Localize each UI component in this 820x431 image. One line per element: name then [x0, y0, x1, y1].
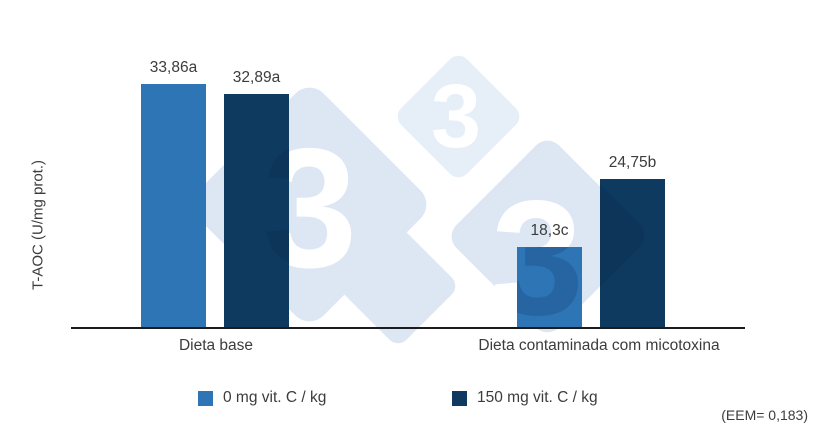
legend-swatch-0mg — [198, 390, 213, 406]
bar-dieta-micotoxina-0mg: 18,3c 3 — [517, 222, 582, 327]
bar-fill — [141, 84, 206, 327]
legend-item-0mg: 0 mg vit. C / kg — [198, 389, 326, 407]
watermark-ghost-digit: 3 — [263, 121, 289, 291]
bar-dieta-base-150mg: 32,89a 3 — [224, 69, 289, 327]
watermark-digit: 3 — [430, 67, 482, 168]
bar-fill: 3 — [224, 94, 289, 327]
watermark-ghost-diamond — [600, 179, 652, 327]
watermark-diamond-icon — [184, 79, 435, 330]
legend-label-150mg: 150 mg vit. C / kg — [477, 389, 598, 406]
bar-value-label: 24,75b — [608, 154, 657, 171]
category-label-dieta-micotoxina: Dieta contaminada com micotoxina — [478, 337, 720, 354]
x-axis-line — [71, 327, 745, 329]
watermark-diamond-icon — [335, 223, 461, 349]
watermark-diamond-icon — [392, 50, 525, 183]
legend-item-150mg: 150 mg vit. C / kg — [452, 389, 598, 407]
category-label-dieta-base: Dieta base — [178, 337, 254, 354]
y-axis-label: T-AOC (U/mg prot.) — [29, 159, 47, 291]
sem-note: (EEM= 0,183) — [721, 407, 808, 423]
bar-dieta-base-0mg: 33,86a — [141, 59, 206, 327]
bar-value-label: 33,86a — [149, 59, 198, 76]
watermark-ghost-digit: 3 — [517, 247, 582, 327]
bar-fill: 3 — [517, 247, 582, 327]
bar-value-label: 18,3c — [530, 222, 569, 239]
bar-dieta-micotoxina-150mg: 24,75b — [600, 154, 665, 327]
legend-label-0mg: 0 mg vit. C / kg — [223, 389, 327, 406]
legend-swatch-150mg — [452, 390, 467, 406]
bar-fill — [600, 179, 665, 327]
bar-value-label: 32,89a — [232, 69, 281, 86]
